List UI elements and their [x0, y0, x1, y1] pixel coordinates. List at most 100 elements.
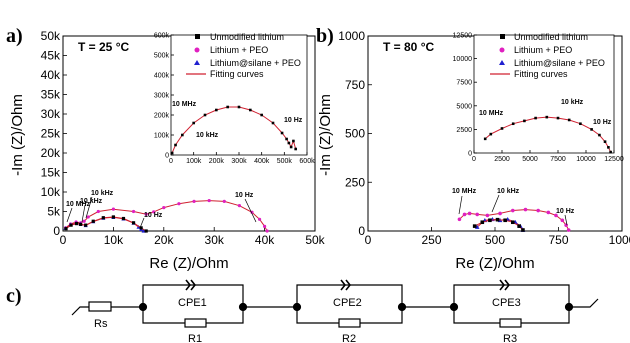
data-point — [485, 213, 490, 218]
data-point — [511, 122, 515, 126]
x-tick-label: 40k — [255, 233, 275, 247]
data-point — [521, 228, 525, 232]
data-point — [523, 119, 526, 123]
resistor-rs — [88, 301, 112, 312]
y-tick-label: 750 — [345, 78, 365, 92]
y-tick-label: 5k — [47, 205, 61, 219]
y-tick-label: 100k — [154, 133, 170, 140]
x-tick-label: 0 — [169, 158, 173, 165]
panel-b-annot-10hz: 10 Hz — [556, 208, 575, 215]
data-point — [260, 113, 263, 117]
x-tick-label: 600k — [299, 158, 315, 165]
y-tick-label: 400k — [154, 73, 170, 80]
data-point — [475, 212, 480, 217]
y-tick-label: 0 — [468, 151, 472, 158]
data-point — [579, 122, 582, 126]
y-tick-label: 0 — [53, 224, 60, 238]
panel-b-annot-10khz: 10 kHz — [497, 188, 520, 195]
label-cpe1: CPE1 — [178, 297, 207, 309]
data-point — [545, 115, 549, 119]
data-point — [546, 210, 551, 215]
data-point — [203, 113, 207, 117]
y-tick-label: 12500 — [453, 33, 473, 40]
y-tick-label: 30k — [41, 107, 61, 121]
data-point — [488, 218, 492, 223]
panel-b-temperature: T = 80 °C — [383, 40, 434, 54]
panel-a-xticks: 0 10k 20k 30k 40k 50k — [60, 227, 326, 247]
panel-a-inset: 0 100k 200k 300k 400k 500k 600k 0 100k 200k 300k 4… — [154, 33, 315, 166]
data-point — [177, 202, 181, 206]
data-point — [457, 217, 462, 222]
data-point — [285, 137, 288, 141]
x-tick-label: 2500 — [494, 156, 510, 163]
cpe3-symbol — [499, 279, 511, 291]
y-tick-label: 0 — [165, 153, 169, 160]
y-tick-label: 25k — [41, 127, 61, 141]
y-tick-label: 0 — [358, 224, 365, 238]
data-point — [226, 105, 229, 109]
x-tick-label: 7500 — [550, 156, 566, 163]
y-tick-label: 45k — [41, 49, 61, 63]
panel-b-inset: 0 2500 5000 7500 10000 12500 0 2500 5000 7500 100… — [453, 33, 624, 164]
legend-a-silane: Lithium@silane + PEO — [210, 58, 301, 68]
panel-b-plot — [457, 207, 571, 232]
legend-b-silane-marker — [499, 60, 505, 65]
panel-b-xlabel: Re (Z)/Ohm — [455, 255, 534, 272]
y-tick-label: 15k — [41, 166, 61, 180]
x-tick-label: 0 — [365, 233, 372, 247]
y-tick-label: 7500 — [456, 80, 472, 87]
y-tick-label: 35k — [41, 88, 61, 102]
y-tick-label: 1000 — [338, 29, 365, 43]
legend-a-peo-marker — [194, 47, 200, 53]
y-tick-label: 200k — [154, 113, 170, 120]
x-tick-label: 200k — [209, 158, 225, 165]
panel-a-annot-10khz-2: 10 kHz — [80, 198, 103, 205]
x-tick-label: 20k — [154, 233, 174, 247]
panel-b-xticks: 0 250 500 750 1000 — [365, 227, 630, 247]
y-tick-label: 10000 — [453, 56, 473, 63]
data-point — [170, 151, 174, 155]
panel-a: a) T = 25 °C 0 10k 20k 30k 40k 50k 0 5k 10k 15k 2… — [6, 25, 326, 272]
panel-b-label: b) — [316, 25, 334, 47]
data-point — [64, 227, 68, 231]
panel-c-label: c) — [6, 285, 22, 307]
y-tick-label: 500 — [345, 127, 365, 141]
data-point — [91, 219, 95, 223]
data-point — [111, 207, 115, 211]
data-point — [566, 228, 571, 232]
panel-a-annot-10hz-1: 10 Hz — [144, 212, 163, 219]
data-point — [257, 217, 262, 221]
data-point — [207, 198, 211, 203]
label-r2: R2 — [342, 333, 356, 343]
y-tick-label: 250 — [345, 175, 365, 189]
x-tick-label: 5000 — [522, 156, 538, 163]
data-point — [462, 212, 467, 217]
data-point — [480, 220, 485, 225]
data-point — [560, 218, 565, 223]
data-point — [534, 116, 537, 120]
data-point — [152, 210, 156, 214]
x-tick-label: 500k — [277, 158, 293, 165]
data-point — [222, 199, 226, 203]
x-tick-label: 100k — [186, 158, 202, 165]
label-cpe3: CPE3 — [492, 297, 521, 309]
data-point — [96, 209, 100, 214]
panel-a-plot — [63, 198, 269, 233]
y-tick-label: 10k — [41, 185, 61, 199]
legend-a-fit: Fitting curves — [210, 69, 264, 79]
data-point — [131, 221, 136, 225]
data-point — [249, 108, 252, 112]
data-point — [607, 146, 610, 149]
data-point — [144, 229, 148, 233]
data-point — [280, 131, 284, 135]
data-point — [598, 133, 601, 137]
y-tick-label: 2500 — [456, 127, 472, 134]
resistor-r3 — [499, 318, 522, 328]
y-tick-label: 50k — [41, 29, 61, 43]
data-point — [287, 141, 291, 145]
data-point — [503, 218, 507, 223]
data-point — [467, 211, 472, 216]
data-point — [292, 139, 295, 143]
data-point — [181, 133, 184, 137]
